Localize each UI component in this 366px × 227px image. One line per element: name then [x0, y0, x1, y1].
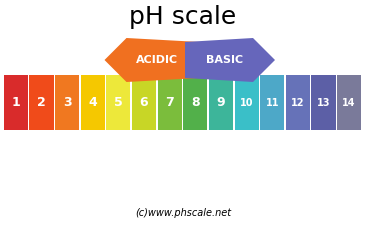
Text: 7: 7 — [165, 96, 174, 109]
Bar — [158, 75, 182, 130]
Bar — [4, 75, 28, 130]
Text: BASIC: BASIC — [206, 55, 243, 65]
Text: pH scale: pH scale — [129, 5, 237, 29]
Text: (c)www.phscale.net: (c)www.phscale.net — [135, 208, 231, 218]
Text: 10: 10 — [240, 98, 253, 108]
Text: 9: 9 — [217, 96, 225, 109]
Polygon shape — [105, 38, 199, 82]
Bar — [55, 75, 79, 130]
Bar — [311, 75, 336, 130]
Text: 8: 8 — [191, 96, 199, 109]
Text: 5: 5 — [114, 96, 123, 109]
Bar — [81, 75, 105, 130]
Text: 3: 3 — [63, 96, 71, 109]
Polygon shape — [185, 38, 275, 82]
Bar — [132, 75, 156, 130]
Text: 1: 1 — [11, 96, 20, 109]
Bar — [286, 75, 310, 130]
Text: 4: 4 — [88, 96, 97, 109]
Text: 11: 11 — [265, 98, 279, 108]
Text: 13: 13 — [317, 98, 330, 108]
Text: 12: 12 — [291, 98, 305, 108]
Text: 2: 2 — [37, 96, 46, 109]
Bar — [106, 75, 130, 130]
Bar — [183, 75, 208, 130]
Bar — [209, 75, 233, 130]
Bar — [260, 75, 284, 130]
Text: 14: 14 — [343, 98, 356, 108]
Text: ACIDIC: ACIDIC — [136, 55, 178, 65]
Bar — [235, 75, 259, 130]
Bar — [337, 75, 361, 130]
Text: 6: 6 — [140, 96, 148, 109]
Bar — [29, 75, 53, 130]
